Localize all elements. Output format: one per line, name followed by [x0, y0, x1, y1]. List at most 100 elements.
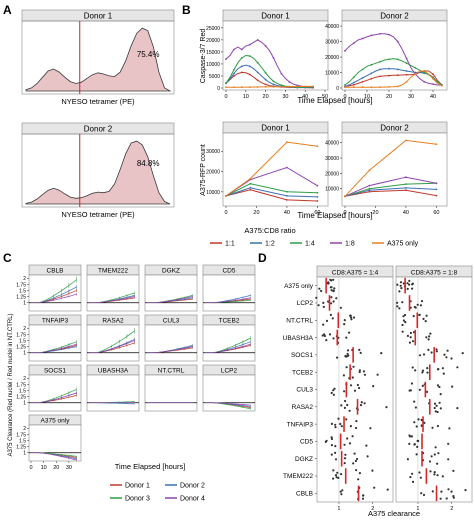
category-label: CBLB — [296, 491, 313, 498]
x-tick-label: 20 — [263, 94, 269, 100]
data-point — [365, 444, 368, 447]
data-point — [432, 73, 434, 75]
plot-frame-c — [86, 374, 140, 412]
x-tick-label: 0 — [343, 210, 346, 216]
data-point — [256, 61, 259, 64]
data-point — [434, 446, 437, 449]
data-point — [433, 402, 437, 405]
strip-label: TNFAIP3 — [42, 318, 69, 325]
data-point — [420, 300, 424, 303]
data-point — [434, 410, 437, 413]
data-point — [428, 460, 432, 463]
data-point — [333, 387, 336, 390]
series-line-1-4 — [344, 182, 437, 197]
data-point — [320, 289, 323, 293]
data-point — [435, 143, 438, 146]
data-point — [447, 458, 450, 461]
data-point — [288, 81, 291, 83]
data-point — [329, 286, 332, 289]
data-point — [405, 62, 408, 65]
data-point — [340, 493, 343, 496]
legend-title: A375:CD8 ratio — [244, 226, 295, 235]
data-point — [296, 85, 299, 88]
x-tick-label: 2 — [450, 506, 453, 512]
data-point — [315, 296, 318, 299]
data-point — [426, 371, 429, 374]
y-tick-label: 1.75 — [16, 282, 26, 288]
data-point — [419, 304, 422, 307]
data-point — [316, 191, 319, 194]
data-point — [413, 421, 416, 424]
legend-label: 1:4 — [305, 241, 315, 248]
data-point — [411, 287, 414, 290]
x-tick-label: 20 — [372, 210, 378, 216]
data-point — [416, 303, 419, 306]
data-point — [357, 478, 360, 481]
data-point — [406, 458, 409, 461]
data-point — [372, 385, 375, 388]
x-tick-label: 0 — [224, 94, 227, 100]
y-tick-label: 1.75 — [16, 332, 26, 338]
data-point — [280, 72, 283, 75]
plot-frame-c — [28, 274, 82, 312]
data-point — [435, 404, 438, 407]
data-point — [456, 366, 459, 369]
data-point — [427, 348, 430, 351]
data-point — [406, 282, 409, 285]
data-point — [272, 80, 275, 83]
y-tick-label: 20000 — [325, 171, 339, 177]
data-point — [435, 182, 438, 185]
data-point — [405, 70, 408, 72]
data-point — [339, 490, 342, 493]
data-point — [332, 393, 335, 396]
data-point — [334, 445, 337, 448]
data-point — [445, 497, 448, 500]
data-point — [447, 442, 450, 445]
series-line-A375-only — [345, 70, 443, 88]
plot-frame-a-1 — [21, 133, 175, 208]
y-tick-label: 1 — [23, 351, 26, 357]
data-point — [233, 75, 235, 77]
data-point — [350, 316, 353, 319]
data-point — [325, 319, 329, 322]
y-axis-label: Caspase-3/7 Red — [200, 29, 207, 84]
data-point — [323, 334, 326, 338]
plot-frame-b — [341, 132, 448, 207]
strip-label: Donor 1 — [84, 12, 113, 21]
data-point — [417, 439, 420, 443]
data-point — [343, 443, 346, 446]
data-point — [249, 182, 252, 185]
data-point — [240, 86, 243, 89]
data-point — [344, 86, 346, 89]
data-point — [436, 424, 439, 428]
data-point — [334, 474, 338, 477]
data-point — [426, 367, 429, 370]
data-point — [358, 472, 361, 475]
data-point — [443, 353, 446, 356]
data-point — [421, 384, 424, 387]
series-line-A375-only — [226, 85, 314, 88]
category-label: SOCS1 — [291, 352, 313, 359]
plot-frame-c — [86, 274, 140, 312]
data-point — [363, 402, 366, 405]
strip-label: DGKZ — [162, 268, 180, 275]
plot-frame-c — [144, 324, 198, 362]
data-point — [417, 418, 420, 421]
data-point — [421, 371, 424, 374]
data-point — [344, 195, 346, 198]
legend-label: Donor 2 — [180, 483, 205, 490]
y-tick-label: 10000 — [206, 190, 220, 196]
plot-frame-c — [202, 374, 256, 412]
data-point — [337, 417, 340, 420]
data-point — [414, 73, 417, 75]
x-tick-label: 0 — [224, 210, 227, 216]
legend-label: 1:8 — [345, 241, 355, 248]
y-tick-label: 10000 — [325, 187, 339, 193]
panel-letter-a: A — [3, 3, 12, 17]
data-point — [438, 385, 441, 389]
data-point — [358, 386, 361, 390]
data-point — [334, 423, 337, 426]
data-point — [240, 57, 243, 59]
data-point — [414, 67, 417, 69]
data-point — [370, 72, 373, 75]
